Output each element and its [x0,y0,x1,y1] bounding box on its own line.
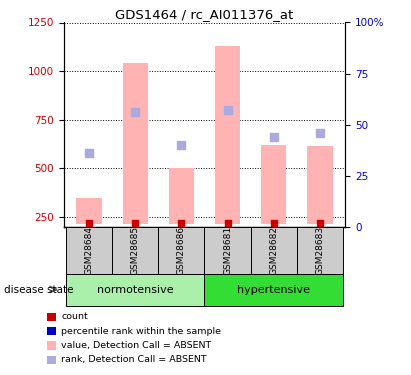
Point [178,142,185,148]
Text: GSM28683: GSM28683 [315,226,324,275]
Title: GDS1464 / rc_AI011376_at: GDS1464 / rc_AI011376_at [115,8,293,21]
Point [132,109,139,115]
Text: GSM28682: GSM28682 [269,226,278,275]
Text: GSM28684: GSM28684 [85,226,94,275]
Point [270,134,277,140]
Point [86,220,92,226]
Point [178,220,185,226]
Bar [205,227,251,274]
Bar [158,227,205,274]
Point [224,107,231,113]
Point [270,220,277,226]
Bar [112,227,158,274]
Point [224,220,231,226]
Bar [251,227,297,274]
Text: GSM28685: GSM28685 [131,226,140,275]
Bar [261,145,286,224]
Bar [76,198,102,224]
Text: count: count [61,312,88,321]
Text: percentile rank within the sample: percentile rank within the sample [61,327,221,336]
Bar [66,227,112,274]
Bar [307,146,332,224]
Bar [297,227,343,274]
Text: rank, Detection Call = ABSENT: rank, Detection Call = ABSENT [61,355,207,364]
Bar [215,46,240,224]
Text: disease state: disease state [4,285,74,295]
Point [86,150,92,156]
Point [316,220,323,226]
Bar [169,168,194,224]
Point [132,220,139,226]
Bar [66,274,205,306]
Text: GSM28681: GSM28681 [223,226,232,275]
Point [316,130,323,136]
Bar [205,274,343,306]
Text: normotensive: normotensive [97,285,173,295]
Text: value, Detection Call = ABSENT: value, Detection Call = ABSENT [61,341,212,350]
Text: hypertensive: hypertensive [237,285,310,295]
Bar [122,63,148,224]
Text: GSM28686: GSM28686 [177,226,186,275]
